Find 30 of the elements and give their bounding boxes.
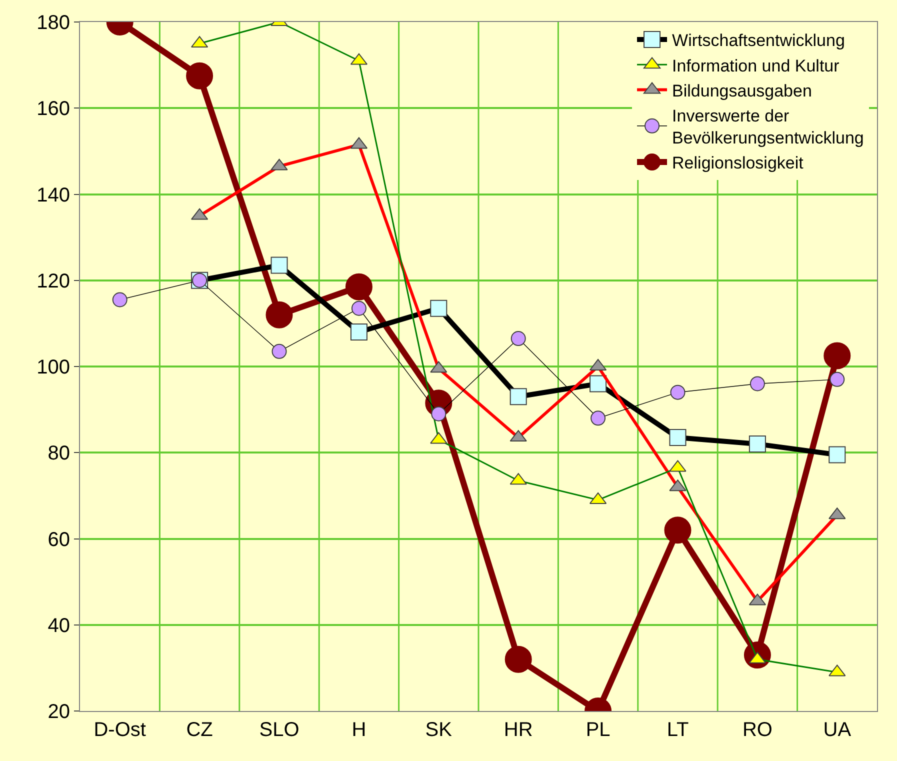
x-tick-label: UA [823, 719, 852, 741]
y-tick-label: 80 [48, 442, 70, 465]
x-tick-label: RO [742, 719, 772, 741]
point [186, 62, 214, 90]
point [664, 516, 692, 544]
x-tick-label: PL [586, 719, 610, 741]
y-tick-label: 20 [48, 701, 70, 723]
legend-label: Wirtschaftsentwicklung [672, 31, 845, 50]
legend-label: Inverswerte der Bevölkerungsentwicklung [672, 106, 864, 148]
x-tick-label: H [352, 719, 366, 741]
y-tick-label: 180 [36, 12, 70, 34]
x-tick-label: HR [504, 719, 533, 741]
y-tick-label: 160 [36, 98, 70, 120]
x-tick-label: SK [425, 719, 453, 741]
y-tick-label: 140 [36, 184, 70, 206]
x-tick-label: D-Ost [94, 719, 146, 741]
legend-label: Religionslosigkeit [672, 154, 804, 173]
y-tick-label: 40 [48, 614, 70, 637]
x-tick-label: LT [666, 719, 689, 741]
y-tick-label: 120 [36, 270, 70, 292]
point [504, 646, 532, 673]
x-tick-label: CZ [186, 719, 213, 741]
point [266, 301, 293, 328]
point [824, 342, 851, 370]
point [345, 273, 372, 300]
x-tick-label: SLO [259, 719, 300, 741]
y-tick-label: 100 [36, 356, 70, 378]
legend-label: Bildungsausgaben [672, 81, 812, 100]
legend-label: Information und Kultur [672, 56, 840, 76]
y-tick-label: 60 [48, 528, 70, 551]
